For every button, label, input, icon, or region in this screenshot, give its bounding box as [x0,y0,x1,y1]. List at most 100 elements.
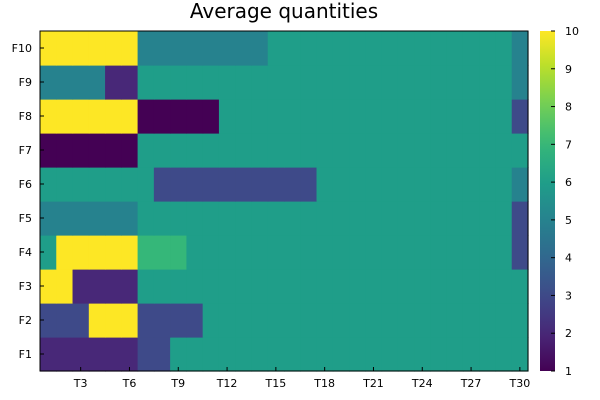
x-tick-label: T21 [362,377,384,390]
x-tick-label: T9 [170,377,185,390]
heatmap-cell [462,167,480,202]
heatmap-cell [40,31,57,66]
heatmap-cell [56,269,74,304]
heatmap-cell [511,167,529,202]
heatmap-cell [381,31,399,66]
heatmap-cell [300,65,318,100]
heatmap-cell [332,133,350,168]
heatmap-cell [316,167,334,202]
colorbar [540,31,555,371]
heatmap-cell [446,337,464,372]
heatmap-cell [495,269,513,304]
heatmap-cell [446,235,464,270]
heatmap-cell [218,99,236,134]
heatmap-cell [137,303,155,338]
heatmap-cell [365,337,383,372]
heatmap-cell [332,65,350,100]
heatmap-cell [105,337,122,372]
heatmap-cell [88,337,106,372]
heatmap-cell [121,337,139,372]
heatmap-cell [495,167,513,202]
heatmap-cell [365,235,383,270]
heatmap-cell [105,303,122,338]
heatmap-cell [251,99,269,134]
heatmap-cell [462,303,480,338]
heatmap-cell [316,235,334,270]
colorbar-tick-label: 8 [565,101,572,114]
heatmap-cell [121,31,139,66]
heatmap-cell [511,31,529,66]
heatmap-cell [381,133,399,168]
heatmap-cell [170,337,187,372]
heatmap-cell [430,269,448,304]
heatmap-cell [397,133,415,168]
chart-title: Average quantities [190,0,378,23]
heatmap-cell [121,133,139,168]
heatmap-cell [251,133,269,168]
heatmap-cell [40,133,57,168]
heatmap-cell [267,99,285,134]
heatmap-cell [414,337,431,372]
heatmap-cell [72,337,90,372]
heatmap-cell [121,99,139,134]
heatmap-cell [284,65,301,100]
heatmap-cell [88,201,106,236]
heatmap-cells [40,31,529,372]
heatmap-cell [235,65,253,100]
heatmap-cell [186,269,204,304]
heatmap-cell [495,31,513,66]
heatmap-cell [284,235,301,270]
heatmap-cell [121,303,139,338]
heatmap-cell [430,133,448,168]
heatmap-cell [153,303,171,338]
heatmap-cell [121,269,139,304]
colorbar-tick-label: 7 [565,138,572,151]
heatmap-cell [365,133,383,168]
heatmap-cell [397,99,415,134]
heatmap-cell [202,303,220,338]
heatmap-cell [235,167,253,202]
heatmap-cell [88,99,106,134]
heatmap-cell [511,337,529,372]
heatmap-cell [430,303,448,338]
heatmap-cell [479,269,497,304]
heatmap-cell [88,167,106,202]
heatmap-cell [202,201,220,236]
heatmap-cell [511,65,529,100]
heatmap-cell [511,99,529,134]
heatmap-cell [72,235,90,270]
heatmap-cell [316,201,334,236]
heatmap-cell [186,303,204,338]
heatmap-cell [202,31,220,66]
heatmap-cell [381,99,399,134]
heatmap-cell [284,31,301,66]
colorbar-tick-label: 5 [565,214,572,227]
heatmap-cell [414,269,431,304]
heatmap-cell [446,269,464,304]
x-tick-label: T24 [411,377,433,390]
heatmap-cell [414,99,431,134]
heatmap-cell [300,31,318,66]
heatmap-cell [202,65,220,100]
heatmap-cell [397,303,415,338]
heatmap-cell [365,201,383,236]
heatmap-cell [300,235,318,270]
heatmap-cell [381,337,399,372]
x-axis: T3 T6 T9 T12 T15 T18 T21 T24 T27 T30 [73,367,530,390]
heatmap-cell [381,303,399,338]
heatmap-cell [40,99,57,134]
heatmap-cell [430,65,448,100]
heatmap-cell [72,65,90,100]
heatmap-cell [56,133,74,168]
heatmap-cell [511,235,529,270]
colorbar-tick-label: 10 [565,25,579,38]
heatmap-cell [300,337,318,372]
plot-frame [39,30,529,372]
heatmap-cell [105,65,122,100]
heatmap-cell [186,99,204,134]
heatmap-cell [381,269,399,304]
colorbar-tick-label: 6 [565,176,572,189]
heatmap-cell [235,99,253,134]
heatmap-cell [218,201,236,236]
heatmap-cell [88,31,106,66]
